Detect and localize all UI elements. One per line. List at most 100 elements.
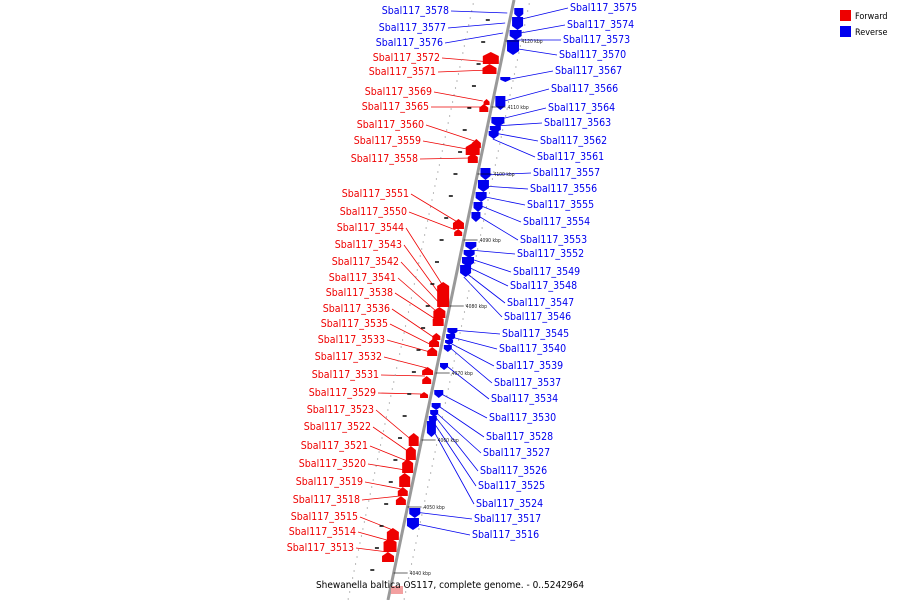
forward-connector	[441, 57, 492, 63]
forward-connector	[433, 91, 483, 102]
forward-connector	[422, 140, 473, 151]
forward-gene-arrow	[465, 143, 480, 155]
axis-dot	[394, 374, 396, 376]
forward-gene-arrow	[383, 538, 397, 552]
axis-dot	[371, 486, 373, 488]
reverse-connector	[445, 364, 490, 400]
axis-dot	[468, 24, 470, 26]
kbp-tick-label: 4040 kbp	[410, 571, 431, 577]
forward-gene-arrow	[432, 315, 444, 326]
axis-dot	[352, 577, 354, 579]
axis-dot	[446, 395, 448, 397]
axis-dot	[458, 339, 460, 341]
axis-dot	[472, 3, 474, 5]
axis-dot	[431, 199, 433, 201]
axis-dot	[519, 45, 521, 47]
axis-dot	[396, 367, 398, 369]
reverse-gene-label: Sbal117_3539	[496, 360, 563, 372]
axis-dot	[441, 416, 444, 418]
forward-gene-label: Sbal117_3542	[332, 256, 399, 268]
axis-dot	[460, 59, 462, 61]
reverse-gene-arrow	[477, 180, 489, 192]
axis-dot	[356, 556, 358, 558]
axis-dot	[422, 507, 424, 509]
forward-connector	[400, 261, 441, 305]
reverse-connector	[495, 122, 543, 127]
forward-connector	[364, 481, 402, 490]
axis-dot	[409, 304, 411, 306]
forward-gene-label: Sbal117_3533	[318, 334, 385, 346]
axis-dot	[425, 493, 427, 495]
genome-caption: Shewanella baltica OS117, complete genom…	[316, 580, 584, 591]
axis-dot	[421, 514, 423, 516]
forward-gene-arrow	[433, 307, 446, 318]
axis-dot	[484, 213, 486, 215]
reverse-connector	[431, 427, 475, 505]
reverse-gene-label: Sbal117_3576	[376, 37, 443, 49]
axis-dot	[434, 451, 436, 453]
axis-dot	[443, 143, 445, 145]
genome-axis	[386, 0, 516, 600]
reverse-gene-label: Sbal117_3575	[570, 2, 637, 14]
axis-dot	[390, 395, 392, 397]
kbp-tick-label: 4120 kbp	[521, 39, 542, 45]
axis-dot	[375, 465, 377, 467]
reverse-connector	[434, 415, 479, 472]
kbp-tick-label: 4080 kbp	[466, 304, 487, 310]
axis-dot	[366, 507, 368, 509]
reverse-gene-arrow	[509, 30, 522, 40]
forward-gene-arrow	[422, 367, 434, 375]
forward-gene-label: Sbal117_3558	[351, 153, 418, 165]
forward-connector	[383, 356, 427, 369]
axis-dot	[381, 437, 383, 439]
reverse-connector	[517, 7, 569, 21]
axis-dot	[382, 430, 385, 432]
reverse-gene-arrow	[434, 390, 444, 398]
axis-dot	[450, 374, 452, 376]
reverse-connector	[444, 32, 504, 44]
reverse-connector	[465, 265, 509, 287]
axis-dot	[419, 255, 421, 257]
axis-dot	[449, 115, 451, 117]
axis-dot	[363, 521, 365, 523]
axis-dot	[438, 430, 441, 432]
forward-gene-label: Sbal117_3551	[342, 188, 409, 200]
reverse-connector	[439, 392, 488, 419]
axis-dot	[444, 402, 446, 404]
axis-dot	[435, 178, 438, 180]
forward-connector	[391, 308, 434, 338]
axis-dot	[409, 570, 411, 572]
axis-dot	[408, 577, 410, 579]
reverse-connector	[485, 172, 532, 176]
kbp-tick-label: 4090 kbp	[480, 238, 501, 244]
axis-dot	[400, 346, 402, 348]
reverse-gene-arrow	[443, 345, 452, 352]
axis-dot	[475, 255, 477, 257]
forward-gene-arrow	[395, 496, 406, 505]
reverse-gene-arrow	[471, 212, 481, 222]
axis-dot	[506, 108, 508, 110]
forward-gene-label: Sbal117_3560	[357, 119, 424, 131]
forward-connector	[405, 227, 445, 288]
reverse-gene-label: Sbal117_3530	[489, 412, 556, 424]
forward-connector	[372, 426, 410, 453]
reverse-gene-arrow	[440, 363, 449, 370]
axis-dot	[413, 549, 416, 551]
reverse-gene-label: Sbal117_3577	[379, 22, 446, 34]
axis-dot	[378, 451, 380, 453]
axis-dot	[360, 535, 363, 537]
axis-dot	[432, 192, 435, 194]
reverse-connector	[496, 107, 547, 121]
reverse-gene-label: Sbal117_3555	[527, 199, 594, 211]
axis-dot	[402, 339, 404, 341]
axis-dot	[428, 479, 430, 481]
forward-connector	[367, 463, 406, 471]
reverse-connector	[492, 138, 536, 158]
axis-dot	[441, 150, 443, 152]
legend-reverse-swatch	[840, 26, 851, 37]
axis-dot	[430, 472, 432, 474]
axis-dot	[406, 318, 408, 320]
reverse-gene-label: Sbal117_3570	[559, 49, 626, 61]
forward-connector	[389, 323, 432, 346]
forward-gene-arrow	[467, 153, 478, 163]
